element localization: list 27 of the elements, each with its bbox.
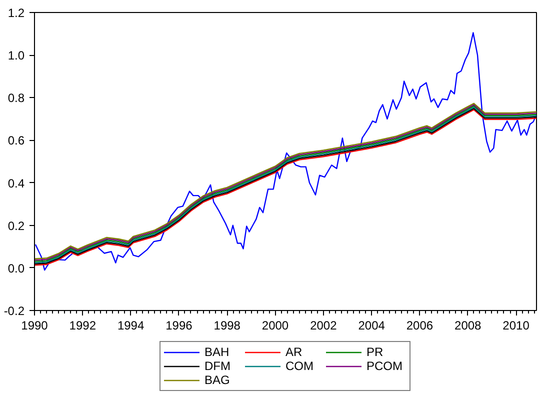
x-tick-label: 2006 bbox=[406, 318, 434, 332]
legend-label: PCOM bbox=[366, 359, 404, 373]
x-tick-label: 1992 bbox=[69, 318, 96, 332]
y-tick-label: 0.8 bbox=[8, 91, 25, 106]
y-tick-label: 1.0 bbox=[8, 48, 25, 63]
x-tick-label: 1990 bbox=[21, 318, 48, 332]
legend-label: PR bbox=[366, 345, 384, 359]
x-tick-label: 1996 bbox=[166, 318, 193, 332]
legend-label: BAH bbox=[204, 345, 230, 359]
legend-label: DFM bbox=[204, 359, 232, 373]
y-tick-label: 0.0 bbox=[8, 261, 25, 276]
x-tick-label: 2008 bbox=[454, 318, 482, 332]
y-tick-label: 0.2 bbox=[8, 218, 25, 233]
legend-label: COM bbox=[286, 359, 314, 373]
y-tick-label: 0.6 bbox=[8, 134, 25, 148]
y-tick-label: -0.2 bbox=[4, 304, 25, 318]
y-tick-label: 0.4 bbox=[8, 176, 25, 190]
legend-label: AR bbox=[286, 345, 304, 359]
x-tick-label: 2010 bbox=[502, 318, 530, 332]
x-tick-label: 2002 bbox=[310, 318, 338, 332]
x-tick-label: 1994 bbox=[117, 318, 144, 332]
x-tick-label: 1998 bbox=[214, 318, 241, 332]
legend-label: BAG bbox=[204, 373, 231, 387]
x-tick-label: 2004 bbox=[358, 318, 386, 332]
y-tick-label: 1.2 bbox=[8, 6, 25, 20]
x-tick-label: 2000 bbox=[262, 318, 289, 332]
line-series bbox=[34, 32, 536, 271]
